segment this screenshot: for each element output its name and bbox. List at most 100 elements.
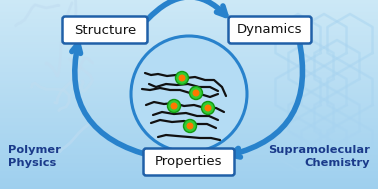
Bar	[0, 143, 378, 144]
Bar	[0, 28, 378, 29]
Bar	[0, 136, 378, 137]
Bar	[0, 132, 378, 133]
Bar	[0, 12, 378, 13]
Circle shape	[131, 36, 247, 152]
Bar	[0, 159, 378, 160]
Bar	[0, 73, 378, 74]
Bar	[0, 91, 378, 92]
Bar	[0, 17, 378, 18]
Bar	[0, 49, 378, 50]
Bar	[0, 97, 378, 98]
Bar	[0, 16, 378, 17]
Bar	[0, 78, 378, 79]
Bar	[0, 26, 378, 27]
Bar	[0, 47, 378, 48]
Bar	[0, 37, 378, 38]
Bar	[0, 4, 378, 5]
Bar	[0, 127, 378, 128]
Bar	[0, 11, 378, 12]
Bar	[0, 88, 378, 89]
Bar	[0, 54, 378, 55]
Bar	[0, 9, 378, 10]
Bar	[0, 154, 378, 155]
Bar	[0, 138, 378, 139]
Bar	[0, 185, 378, 186]
Bar	[0, 29, 378, 30]
Bar	[0, 105, 378, 106]
Bar	[0, 157, 378, 158]
Bar	[0, 87, 378, 88]
Bar	[0, 165, 378, 166]
Bar	[0, 166, 378, 167]
Bar	[0, 177, 378, 178]
Bar	[0, 96, 378, 97]
FancyBboxPatch shape	[144, 149, 234, 176]
Bar	[0, 119, 378, 120]
Bar	[0, 58, 378, 59]
Bar	[0, 131, 378, 132]
Bar	[0, 82, 378, 83]
Circle shape	[201, 101, 214, 115]
Bar	[0, 8, 378, 9]
Bar	[0, 19, 378, 20]
Bar	[0, 155, 378, 156]
Bar	[0, 46, 378, 47]
Bar	[0, 130, 378, 131]
Bar	[0, 182, 378, 183]
Bar	[0, 63, 378, 64]
Bar	[0, 0, 378, 1]
Bar	[0, 173, 378, 174]
Bar	[0, 100, 378, 101]
Bar	[0, 161, 378, 162]
Bar	[0, 15, 378, 16]
Bar	[0, 42, 378, 43]
Bar	[0, 44, 378, 45]
Bar	[0, 133, 378, 134]
Bar	[0, 153, 378, 154]
Circle shape	[189, 87, 203, 99]
Bar	[0, 151, 378, 152]
Bar	[0, 5, 378, 6]
Bar	[0, 89, 378, 90]
Bar	[0, 172, 378, 173]
Bar	[0, 110, 378, 111]
FancyBboxPatch shape	[228, 16, 311, 43]
Bar	[0, 86, 378, 87]
Bar	[0, 56, 378, 57]
Bar	[0, 95, 378, 96]
Bar	[0, 51, 378, 52]
Bar	[0, 139, 378, 140]
Bar	[0, 36, 378, 37]
Bar	[0, 33, 378, 34]
Bar	[0, 40, 378, 41]
Bar	[0, 167, 378, 168]
Bar	[0, 66, 378, 67]
Bar	[0, 183, 378, 184]
Bar	[0, 45, 378, 46]
Bar	[0, 21, 378, 22]
Bar	[0, 83, 378, 84]
Bar	[0, 169, 378, 170]
Bar	[0, 67, 378, 68]
Bar	[0, 122, 378, 123]
Bar	[0, 156, 378, 157]
Circle shape	[167, 99, 181, 112]
Bar	[0, 50, 378, 51]
Text: Properties: Properties	[155, 156, 223, 169]
Bar	[0, 70, 378, 71]
Circle shape	[183, 119, 197, 132]
Bar	[0, 147, 378, 148]
Bar	[0, 121, 378, 122]
Bar	[0, 135, 378, 136]
Bar	[0, 168, 378, 169]
Bar	[0, 114, 378, 115]
Bar	[0, 150, 378, 151]
Bar	[0, 7, 378, 8]
Bar	[0, 170, 378, 171]
Bar	[0, 71, 378, 72]
Bar	[0, 99, 378, 100]
Bar	[0, 160, 378, 161]
Bar	[0, 129, 378, 130]
Bar	[0, 179, 378, 180]
Bar	[0, 61, 378, 62]
